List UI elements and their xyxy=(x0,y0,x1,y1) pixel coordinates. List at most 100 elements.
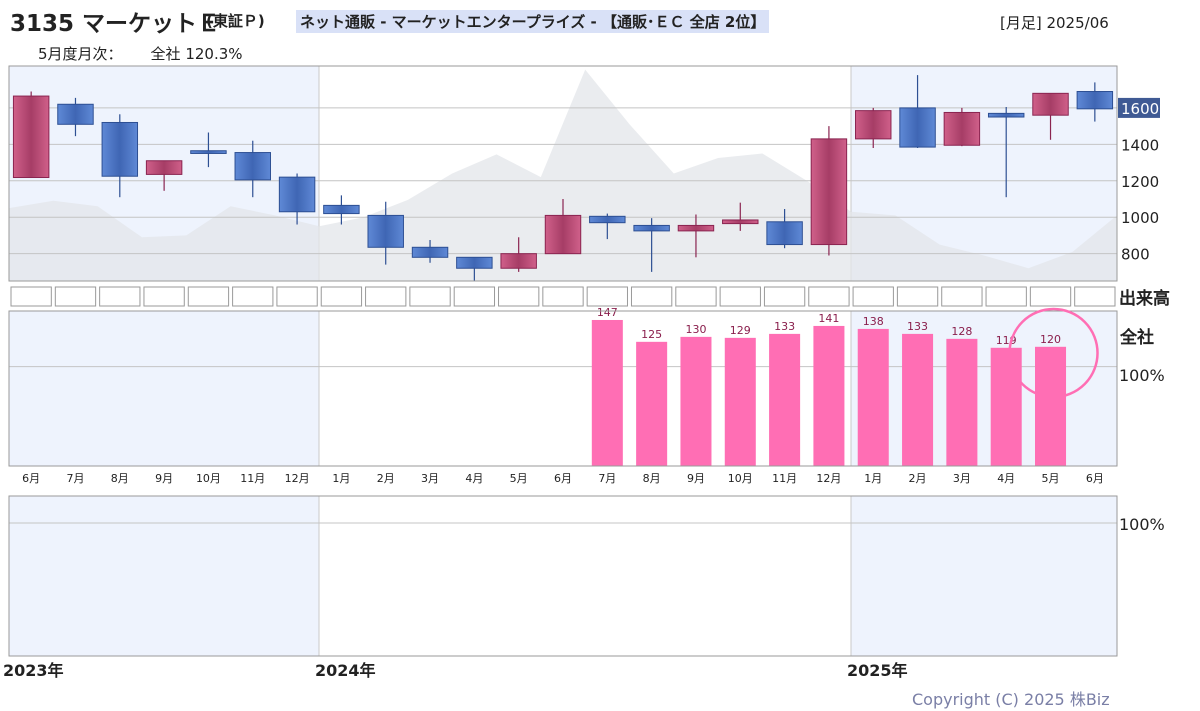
volume-cell xyxy=(675,286,717,307)
ratio-bar xyxy=(990,347,1022,466)
volume-cell xyxy=(808,286,850,307)
volume-cell xyxy=(941,286,983,307)
month-label: 2月 xyxy=(909,472,927,485)
candle xyxy=(190,150,227,154)
candle xyxy=(278,176,316,213)
candle xyxy=(101,121,139,177)
volume-cell xyxy=(630,286,673,307)
ratio-bar-label: 125 xyxy=(641,328,662,341)
price-tick-label: 1000 xyxy=(1121,209,1159,227)
candle xyxy=(766,221,803,246)
volume-cell xyxy=(187,286,230,307)
stock-title: 3135 マーケットＥ xyxy=(10,11,221,37)
ratio-bar xyxy=(813,325,845,466)
candle xyxy=(810,138,848,246)
price-panel-border xyxy=(8,65,1118,282)
volume-cell xyxy=(985,286,1027,307)
market-label: (東証Ｐ) xyxy=(206,12,265,30)
volume-cell xyxy=(498,286,540,307)
ratio-bar-label: 120 xyxy=(1040,333,1061,346)
highlight-circle xyxy=(1008,307,1099,399)
month-label: 10月 xyxy=(196,472,221,485)
ratio-bar xyxy=(946,338,978,466)
month-label: 10月 xyxy=(728,472,753,485)
volume-cell xyxy=(453,286,496,307)
candle xyxy=(855,110,892,140)
volume-cell xyxy=(320,286,363,307)
ratio-bar-label: 133 xyxy=(907,320,928,333)
empty-panel-shade xyxy=(851,496,1117,656)
ratio-bar xyxy=(680,336,712,466)
ratio-bar-label: 133 xyxy=(774,320,795,333)
monthly-value: 全社 120.3% xyxy=(150,45,243,63)
ratio-bar-label: 130 xyxy=(685,323,706,336)
ratio-bar xyxy=(1035,346,1067,466)
year-label: 2025年 xyxy=(847,661,908,680)
month-label: 12月 xyxy=(816,472,841,485)
year-label: 2024年 xyxy=(315,661,376,680)
monthly-label: 5月度月次： xyxy=(38,45,123,63)
volume-label: 出来高 xyxy=(1119,288,1170,309)
volume-cell xyxy=(763,286,806,307)
month-label: 4月 xyxy=(997,472,1015,485)
candle xyxy=(677,224,715,232)
ratio-bar xyxy=(724,337,756,466)
candle xyxy=(456,256,493,269)
candle xyxy=(57,103,94,125)
ratio-panel-shade xyxy=(851,311,1117,466)
volume-cell xyxy=(586,286,628,307)
candle xyxy=(145,160,183,175)
month-label: 8月 xyxy=(643,472,661,485)
ratio-bar-label: 129 xyxy=(730,324,751,337)
allstores-label: 全社 xyxy=(1119,327,1154,348)
month-label: 9月 xyxy=(687,472,705,485)
month-label: 7月 xyxy=(598,472,616,485)
price-tick-label: 800 xyxy=(1121,246,1150,264)
volume-cell xyxy=(10,286,52,307)
ratio-bar-label: 141 xyxy=(818,312,839,325)
month-label: 1月 xyxy=(864,472,882,485)
month-label: 9月 xyxy=(155,472,173,485)
candle xyxy=(722,219,759,225)
ratio-bar xyxy=(591,319,623,466)
month-label: 1月 xyxy=(332,472,350,485)
month-label: 6月 xyxy=(22,472,40,485)
volume-cell xyxy=(232,286,274,307)
volume-cell xyxy=(276,286,318,307)
volume-cell xyxy=(54,286,97,307)
candle xyxy=(544,214,582,255)
month-label: 11月 xyxy=(772,472,797,485)
candle xyxy=(500,253,537,269)
ratio-bar xyxy=(769,333,801,466)
copyright: Copyright (C) 2025 株Biz xyxy=(912,690,1110,709)
ratio-bar-label: 128 xyxy=(951,325,972,338)
empty-panel-border xyxy=(8,495,1118,657)
volume-cell xyxy=(1074,286,1116,307)
month-label: 5月 xyxy=(1042,472,1060,485)
candle xyxy=(12,95,50,179)
year-label: 2023年 xyxy=(3,661,64,680)
month-label: 3月 xyxy=(421,472,439,485)
chart-period: [月足] 2025/06 xyxy=(1000,14,1109,32)
month-label: 12月 xyxy=(285,472,310,485)
ratio-bar xyxy=(902,333,934,466)
ratio-bar xyxy=(636,341,668,466)
ratio-panel-shade xyxy=(9,311,319,466)
volume-cell xyxy=(1029,286,1072,307)
volume-cell xyxy=(719,286,761,307)
pct-label-bottom: 100% xyxy=(1119,515,1165,534)
ratio-panel-border xyxy=(8,310,1118,467)
price-tick-label: 1400 xyxy=(1121,136,1159,154)
empty-panel-shade xyxy=(9,496,319,656)
volume-cell xyxy=(542,286,584,307)
monthly-summary: 5月度月次： 全社 120.3% xyxy=(38,43,243,64)
volume-cell xyxy=(896,286,939,307)
ratio-bar-label: 147 xyxy=(597,306,618,319)
ratio-bar xyxy=(857,328,889,466)
volume-cell xyxy=(99,286,141,307)
volume-cell xyxy=(409,286,451,307)
volume-cell xyxy=(365,286,407,307)
month-label: 8月 xyxy=(111,472,129,485)
candle xyxy=(1032,92,1069,116)
